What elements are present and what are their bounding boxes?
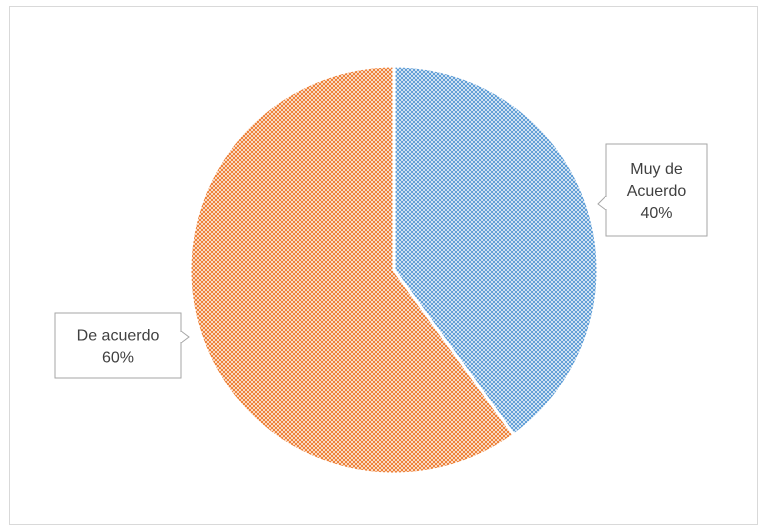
data-label-muy-de-acuerdo: Muy de Acuerdo 40% <box>597 143 708 237</box>
data-label-percent: 40% <box>640 205 672 222</box>
data-label-box <box>54 312 182 379</box>
data-label-category: Acuerdo <box>627 183 687 200</box>
data-label-category: De acuerdo <box>77 328 160 345</box>
data-label-box <box>605 143 708 237</box>
data-label-de-acuerdo: De acuerdo 60% <box>54 312 190 379</box>
data-label-percent: 60% <box>102 350 134 367</box>
pie-slice-muy-de-acuerdo <box>392 64 600 438</box>
data-label-category: Muy de <box>630 161 683 178</box>
pie-slice-de-acuerdo <box>188 64 517 476</box>
